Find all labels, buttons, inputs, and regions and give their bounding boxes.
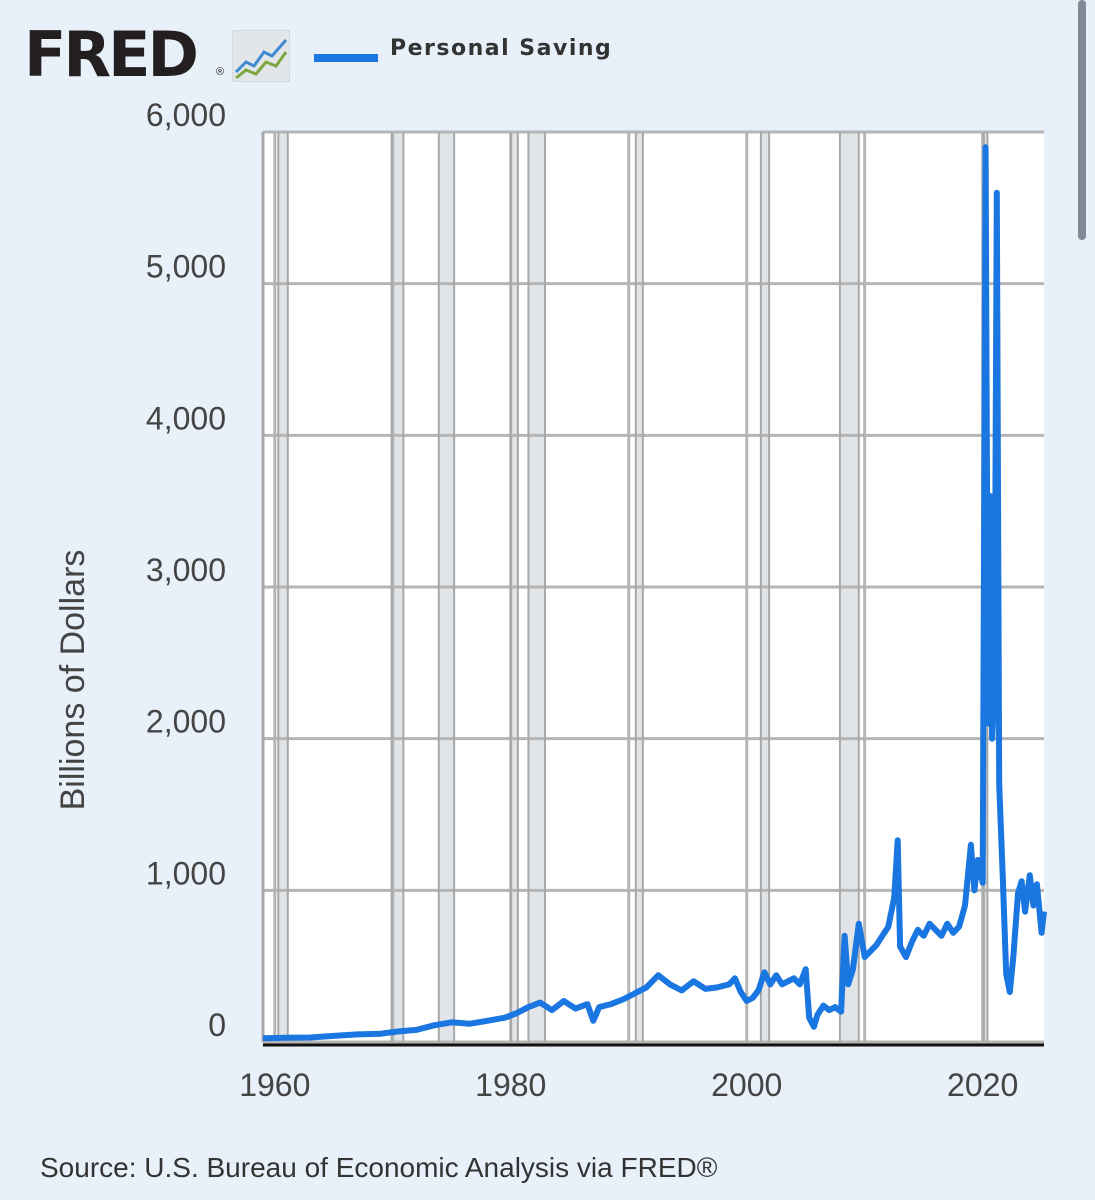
y-tick-label: 5,000: [146, 249, 226, 285]
x-tick-label: 2000: [711, 1067, 782, 1103]
y-axis-ticks: 0 1,000 2,000 3,000 4,000 5,000 6,000: [146, 97, 226, 1043]
y-tick-label: 2,000: [146, 704, 226, 740]
x-tick-label: 1980: [475, 1067, 546, 1103]
fred-logo-registered-mark: ®: [216, 66, 225, 78]
series-layer: [262, 144, 1047, 1042]
y-tick-label: 4,000: [146, 400, 226, 436]
source-note: Source: U.S. Bureau of Economic Analysis…: [40, 1152, 718, 1183]
legend-label: Personal Saving: [390, 36, 613, 61]
x-tick-label: 1960: [239, 1067, 310, 1103]
legend-swatch: [314, 54, 378, 62]
fred-logo: FRED: [24, 18, 199, 91]
y-tick-label: 0: [208, 1007, 226, 1043]
line-chart: 0 1,000 2,000 3,000 4,000 5,000 6,000 1960 1980…: [54, 97, 1047, 1103]
fred-graph-icon: [232, 30, 290, 82]
y-tick-label: 6,000: [146, 97, 226, 133]
grid-lines: [261, 130, 1044, 1044]
x-tick-label: 2020: [947, 1067, 1018, 1103]
y-axis-label: Billions of Dollars: [54, 550, 92, 811]
y-tick-label: 1,000: [146, 855, 226, 891]
y-tick-label: 3,000: [146, 552, 226, 588]
series-line-personal-saving: [262, 144, 1047, 1042]
chart-header: FRED ® Personal Saving: [0, 0, 1095, 100]
x-axis-ticks: 1960 1980 2000 2020: [239, 1067, 1018, 1103]
scrollbar-thumb[interactable]: [1078, 0, 1086, 240]
